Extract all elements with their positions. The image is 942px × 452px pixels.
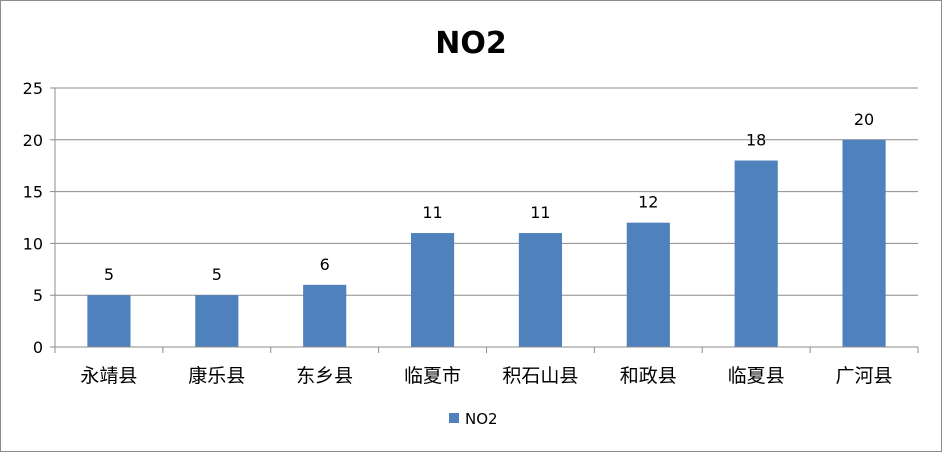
bar <box>87 295 131 347</box>
y-tick-label: 5 <box>33 286 43 305</box>
bars <box>87 139 886 347</box>
bar <box>734 160 778 347</box>
y-tick-label: 25 <box>23 79 43 98</box>
x-category-label: 永靖县 <box>80 365 137 387</box>
y-tick-label: 10 <box>23 234 43 253</box>
data-label: 20 <box>854 110 874 129</box>
data-label: 6 <box>320 255 330 274</box>
bar <box>303 284 347 347</box>
bar <box>410 233 455 347</box>
data-label: 11 <box>422 203 442 222</box>
y-tick-label: 0 <box>33 338 43 357</box>
data-label: 5 <box>212 265 222 284</box>
y-tick-label: 15 <box>23 183 43 202</box>
legend-swatch <box>449 413 459 423</box>
x-category-label: 临夏县 <box>728 365 785 387</box>
data-label: 18 <box>746 131 766 150</box>
bar <box>518 233 563 347</box>
chart-title: NO2 <box>435 26 506 61</box>
x-category-label: 广河县 <box>836 365 893 387</box>
bar <box>195 295 239 347</box>
data-label: 5 <box>104 265 114 284</box>
x-category-label: 临夏市 <box>404 365 461 387</box>
x-category-label: 东乡县 <box>296 365 353 387</box>
x-axis: 永靖县 康乐县 东乡县 临夏市 积石山县 和政县 临夏县 广河县 <box>54 88 919 387</box>
bar <box>626 222 670 347</box>
data-labels: 5 5 6 11 11 12 18 20 <box>104 110 874 284</box>
x-category-label: 和政县 <box>620 365 677 387</box>
data-label: 12 <box>638 193 658 212</box>
x-category-label: 康乐县 <box>188 365 245 387</box>
legend: NO2 <box>449 410 498 428</box>
gridlines <box>55 87 918 296</box>
x-category-label: 积石山县 <box>502 365 578 387</box>
legend-label: NO2 <box>465 410 498 428</box>
bar <box>842 139 886 347</box>
y-axis-ticks: 0 5 10 15 20 25 <box>23 79 55 357</box>
y-tick-label: 20 <box>23 131 43 150</box>
data-label: 11 <box>530 203 550 222</box>
